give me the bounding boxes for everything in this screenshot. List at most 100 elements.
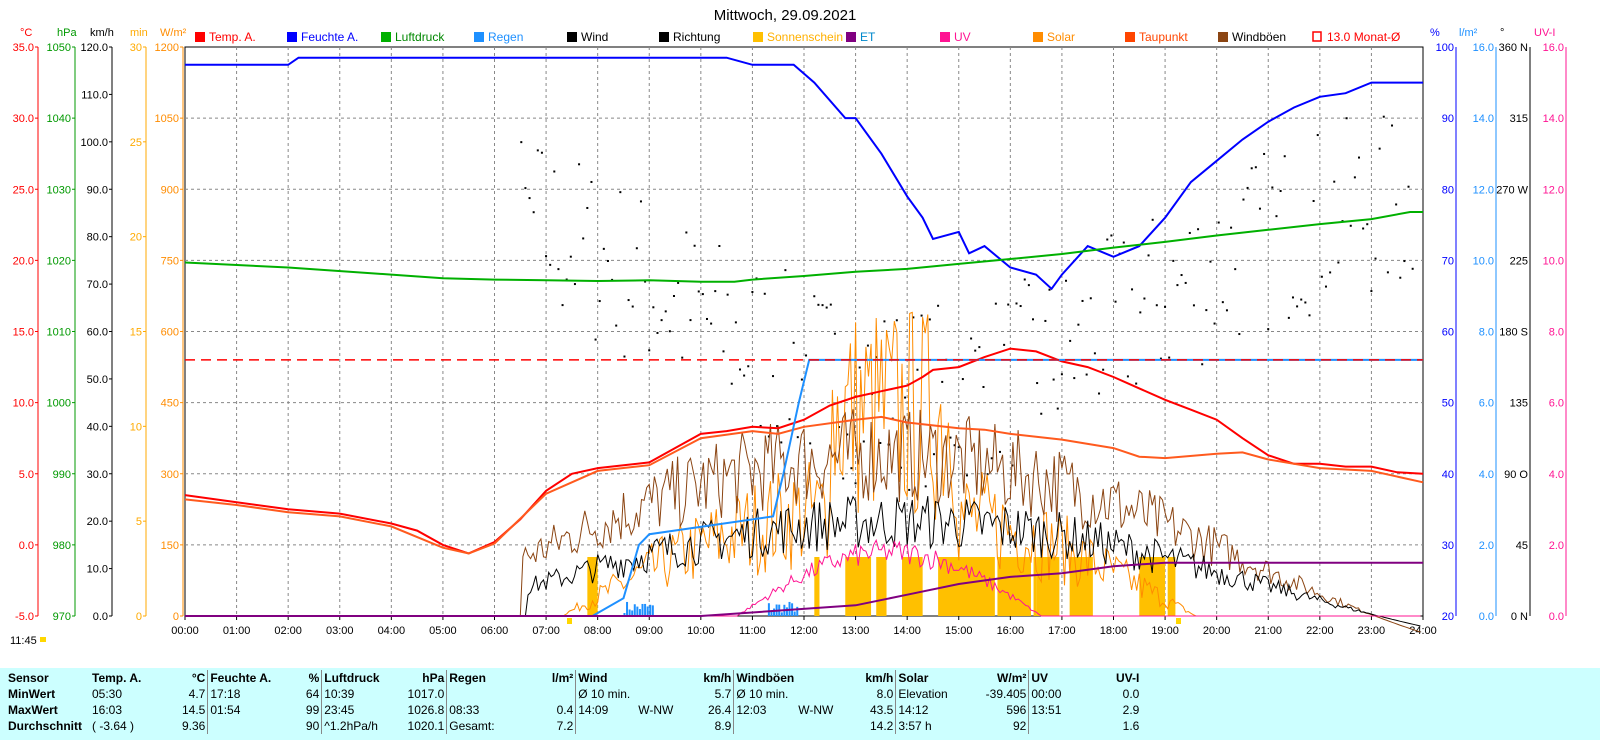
wind-direction-point [780, 441, 783, 444]
wind-direction-point [1081, 299, 1084, 302]
wind-direction-point [776, 425, 779, 428]
wind-direction-point [582, 237, 585, 240]
temp-avg-extra: ( -3.64 ) [92, 719, 135, 733]
wind-direction-point [1403, 260, 1406, 263]
axis-tick-label: 1050 [155, 113, 179, 125]
x-tick-label: 03:00 [326, 625, 354, 637]
wind-direction-point [1271, 186, 1274, 189]
rain-bar [649, 604, 652, 616]
wind-direction-point [763, 292, 766, 295]
legend-label: Taupunkt [1139, 30, 1188, 44]
sunshine-bar [845, 557, 872, 616]
axis-tick-label: 1010 [47, 327, 71, 339]
axis-tick-label: 70.0 [87, 279, 108, 291]
temp-min: 4.7 [188, 687, 206, 701]
wind-direction-point [1201, 363, 1204, 366]
axis-tick-label: 14.0 [1543, 113, 1564, 125]
axis-tick-label: 300 [161, 469, 179, 481]
axis-tick-label: 10.0 [1473, 255, 1494, 267]
wind-direction-point [772, 375, 775, 378]
pressure-max: 1026.8 [407, 703, 445, 717]
temp-max-time: 16:03 [92, 703, 123, 717]
wind-direction-point [842, 477, 845, 480]
wind-direction-point [1225, 309, 1228, 312]
wind-direction-point [1180, 274, 1183, 277]
rain-bar [636, 606, 639, 616]
axis-tick-label: 90 O [1504, 469, 1528, 481]
wind-direction-point [701, 293, 704, 296]
wind-direction-point [1333, 180, 1336, 183]
wind-direction-point [693, 244, 696, 247]
wind-direction-point [982, 385, 985, 388]
wind-direction-point [602, 247, 605, 250]
rain-bar [796, 606, 799, 616]
rain-bar [631, 610, 634, 616]
max-row-label: MaxWert [8, 703, 58, 717]
solar-avg: 92 [1013, 719, 1027, 733]
wind-direction-point [598, 300, 601, 303]
gust-min-label: Ø 10 min. [733, 686, 797, 702]
solar-min: -39.405 [985, 687, 1027, 701]
axis-tick-label: 225 [1510, 255, 1528, 267]
wind-direction-point [1209, 260, 1212, 263]
wind-direction-point [751, 290, 754, 293]
wind-direction-point [846, 433, 849, 436]
wind-direction-point [685, 231, 688, 234]
x-tick-label: 06:00 [481, 625, 509, 637]
wind-direction-point [759, 424, 762, 427]
axis-tick-label: 120.0 [80, 42, 108, 54]
wind-direction-point [941, 380, 944, 383]
axis-unit-label: % [1430, 27, 1440, 39]
x-tick-label: 22:00 [1306, 625, 1334, 637]
legend-swatch [753, 32, 763, 42]
wind-direction-point [734, 321, 737, 324]
wind-direction-point [904, 396, 907, 399]
legend-label: Solar [1047, 30, 1075, 44]
wind-direction-point [1258, 207, 1261, 210]
wind-direction-point [994, 302, 997, 305]
rain-bar [780, 612, 783, 616]
x-tick-label: 24:00 [1409, 625, 1437, 637]
wind-direction-point [1353, 176, 1356, 179]
wind-direction-point [1019, 305, 1022, 308]
wind-direction-point [705, 317, 708, 320]
axis-tick-label: 40 [1442, 469, 1454, 481]
wind-direction-point [549, 263, 552, 266]
wind-direction-point [1065, 279, 1068, 282]
wind-direction-point [1015, 302, 1018, 305]
wind-direction-point [883, 320, 886, 323]
axis-tick-label: 0.0 [1549, 611, 1564, 623]
x-tick-label: 15:00 [945, 625, 973, 637]
wind-direction-point [1052, 378, 1055, 381]
wind-direction-point [1254, 166, 1257, 169]
uv-unit: UV-I [1116, 671, 1140, 685]
wind-direction-point [615, 324, 618, 327]
series-line-luftdruck [184, 211, 1423, 283]
wind-direction-point [1316, 134, 1319, 137]
wind-direction-point [1155, 304, 1158, 307]
wind-direction-point [1114, 300, 1117, 303]
legend-swatch [846, 32, 856, 42]
wind-direction-point [1275, 215, 1278, 218]
rain-max-time: 08:33 [446, 702, 512, 718]
wind-direction-point [590, 180, 593, 183]
wind-direction-point [557, 268, 560, 271]
axis-tick-label: 2.0 [1479, 540, 1494, 552]
wind-direction-point [1027, 284, 1030, 287]
x-tick-label: 05:00 [429, 625, 457, 637]
wind-direction-point [817, 303, 820, 306]
wind-direction-point [747, 365, 750, 368]
axis-tick-label: 180 S [1499, 327, 1528, 339]
wind-direction-point [965, 474, 968, 477]
temp-min-time: 05:30 [92, 687, 123, 701]
wind-direction-point [1246, 186, 1249, 189]
axis-tick-label: 970 [53, 611, 71, 623]
wind-direction-point [1370, 290, 1373, 293]
stats-avg-row: Durchschnitt ( -3.64 ) 9.36 90 ^1.2hPa/h… [6, 718, 1141, 734]
uv-avg: 1.6 [1122, 719, 1140, 733]
rain-bar [626, 601, 629, 616]
axis-tick-label: 990 [53, 469, 71, 481]
temp-unit: °C [191, 671, 206, 685]
wind-direction-point [1386, 271, 1389, 274]
